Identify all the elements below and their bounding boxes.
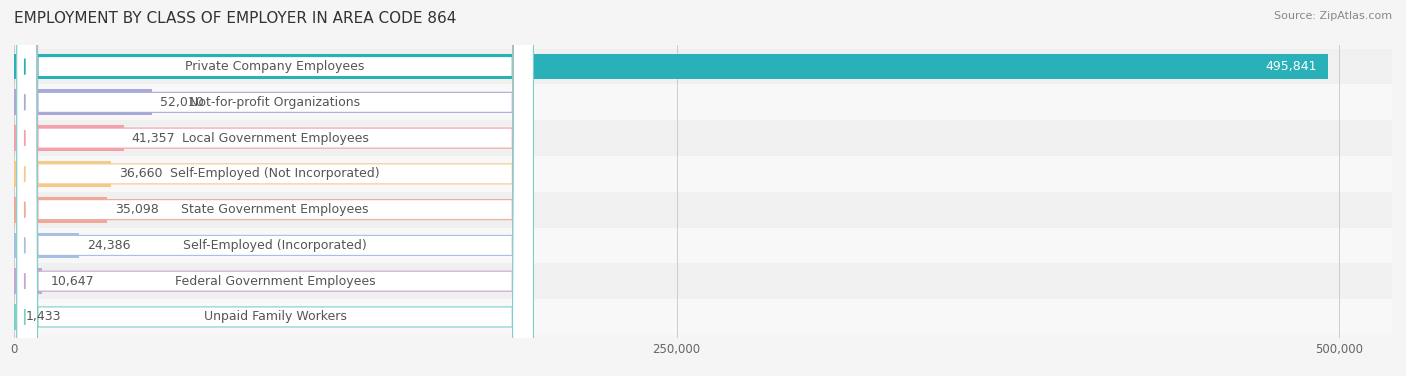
Bar: [14, 227, 1392, 263]
Text: 10,647: 10,647: [51, 275, 94, 288]
Text: 41,357: 41,357: [132, 132, 176, 145]
FancyBboxPatch shape: [17, 0, 533, 376]
Text: Self-Employed (Incorporated): Self-Employed (Incorporated): [183, 239, 367, 252]
Bar: [14, 161, 111, 187]
Text: State Government Employees: State Government Employees: [181, 203, 368, 216]
Bar: [14, 268, 42, 294]
FancyBboxPatch shape: [17, 0, 533, 376]
FancyBboxPatch shape: [17, 0, 533, 376]
FancyBboxPatch shape: [17, 0, 533, 376]
Text: 52,010: 52,010: [160, 96, 204, 109]
Text: Unpaid Family Workers: Unpaid Family Workers: [204, 311, 346, 323]
FancyBboxPatch shape: [17, 0, 533, 376]
Bar: [14, 299, 1392, 335]
Text: Source: ZipAtlas.com: Source: ZipAtlas.com: [1274, 11, 1392, 21]
FancyBboxPatch shape: [17, 0, 533, 376]
Bar: [14, 232, 79, 258]
Bar: [14, 125, 124, 151]
Text: Private Company Employees: Private Company Employees: [186, 60, 364, 73]
Text: 24,386: 24,386: [87, 239, 131, 252]
Text: Federal Government Employees: Federal Government Employees: [174, 275, 375, 288]
Bar: [14, 263, 1392, 299]
Text: 36,660: 36,660: [120, 167, 163, 180]
Bar: [14, 54, 1327, 79]
Text: 495,841: 495,841: [1265, 60, 1317, 73]
Text: Self-Employed (Not Incorporated): Self-Employed (Not Incorporated): [170, 167, 380, 180]
Bar: [14, 85, 1392, 120]
Bar: [14, 197, 107, 223]
FancyBboxPatch shape: [17, 0, 533, 376]
Text: 1,433: 1,433: [25, 311, 62, 323]
Bar: [14, 49, 1392, 85]
Bar: [14, 120, 1392, 156]
Text: 35,098: 35,098: [115, 203, 159, 216]
FancyBboxPatch shape: [17, 0, 533, 376]
Text: Not-for-profit Organizations: Not-for-profit Organizations: [190, 96, 360, 109]
Text: Local Government Employees: Local Government Employees: [181, 132, 368, 145]
Bar: [14, 304, 18, 330]
Bar: [14, 192, 1392, 227]
Text: EMPLOYMENT BY CLASS OF EMPLOYER IN AREA CODE 864: EMPLOYMENT BY CLASS OF EMPLOYER IN AREA …: [14, 11, 457, 26]
Bar: [14, 89, 152, 115]
Bar: [14, 156, 1392, 192]
